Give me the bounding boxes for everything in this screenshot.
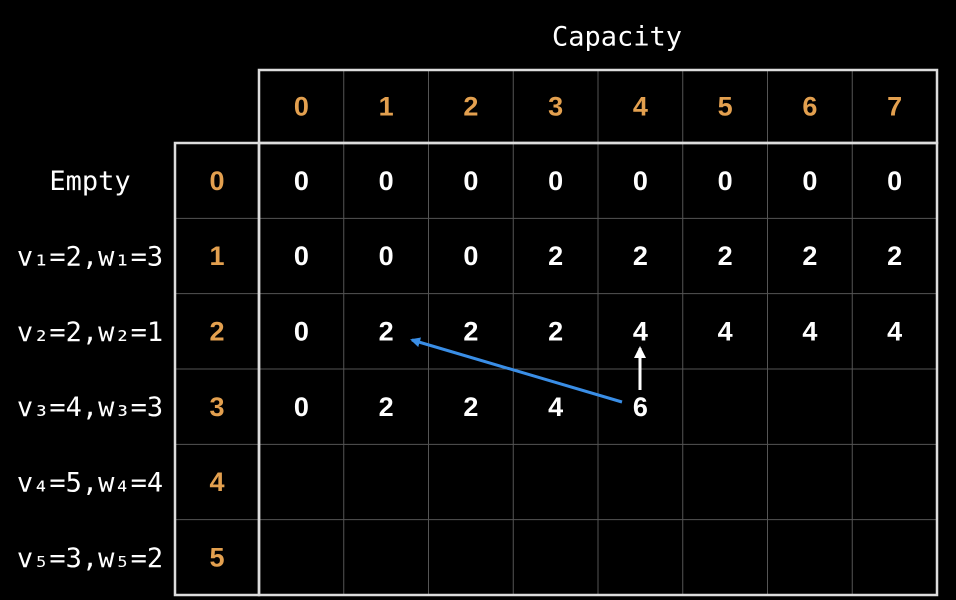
capacity-header: 2 xyxy=(463,92,478,122)
table-cell: 0 xyxy=(294,241,309,271)
table-cell: 0 xyxy=(802,166,817,196)
table-cell: 4 xyxy=(718,316,733,346)
table-cell: 2 xyxy=(548,316,563,346)
table-cell: 0 xyxy=(294,316,309,346)
table-cell: 4 xyxy=(887,316,902,346)
table-cell: 0 xyxy=(294,392,309,422)
capacity-header: 5 xyxy=(718,92,733,122)
table-cell: 0 xyxy=(463,241,478,271)
item-index: 3 xyxy=(209,392,224,422)
capacity-header: 1 xyxy=(379,92,394,122)
item-index: 2 xyxy=(209,316,224,346)
table-cell: 4 xyxy=(548,392,563,422)
capacity-header: 4 xyxy=(633,92,648,122)
table-border xyxy=(257,141,939,597)
title: Capacity xyxy=(552,22,682,53)
table-cell: 2 xyxy=(633,241,648,271)
table-cell: 0 xyxy=(718,166,733,196)
capacity-header: 7 xyxy=(887,92,902,122)
table-cell: 6 xyxy=(633,392,648,422)
capacity-header: 0 xyxy=(294,92,309,122)
table-cell: 0 xyxy=(379,166,394,196)
table-cell: 0 xyxy=(463,166,478,196)
table-cell: 0 xyxy=(887,166,902,196)
item-label: v₅=3,w₅=2 xyxy=(17,543,163,574)
table-cell: 2 xyxy=(463,392,478,422)
table-cell: 0 xyxy=(548,166,563,196)
table-cell: 0 xyxy=(379,241,394,271)
table-cell: 2 xyxy=(548,241,563,271)
grid xyxy=(173,68,939,597)
table-cell: 4 xyxy=(633,316,648,346)
table-cell: 0 xyxy=(294,166,309,196)
item-index: 0 xyxy=(209,166,224,196)
item-label: v₁=2,w₁=3 xyxy=(17,242,163,273)
table-cell: 2 xyxy=(379,316,394,346)
dependency-arrow xyxy=(410,337,623,404)
item-label: Empty xyxy=(49,166,130,197)
table-cell: 2 xyxy=(718,241,733,271)
item-label: v₂=2,w₂=1 xyxy=(17,317,163,348)
table-cell: 4 xyxy=(802,316,817,346)
table-cell: 0 xyxy=(633,166,648,196)
capacity-header: 3 xyxy=(548,92,563,122)
item-label: v₄=5,w₄=4 xyxy=(17,468,163,499)
item-index: 5 xyxy=(209,542,224,572)
table-cell: 2 xyxy=(802,241,817,271)
table-cell: 2 xyxy=(887,241,902,271)
capacity-header: 6 xyxy=(802,92,817,122)
content: Capacity 0 1 2 3 4 5 6 7 Empty 0 v₁=2,w₁=3 1 v₂=2,w₂… xyxy=(17,22,902,574)
table-cell: 2 xyxy=(463,316,478,346)
item-index: 4 xyxy=(209,467,224,497)
item-index: 1 xyxy=(209,241,224,271)
table-cell: 2 xyxy=(379,392,394,422)
item-label: v₃=4,w₃=3 xyxy=(17,392,163,423)
